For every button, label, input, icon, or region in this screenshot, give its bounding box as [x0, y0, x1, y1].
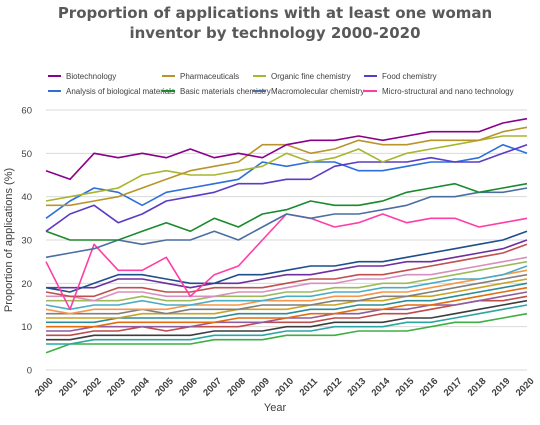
series-line-9: [46, 240, 527, 288]
x-tick-label: 2007: [201, 376, 224, 399]
x-tick-label: 2013: [346, 376, 369, 399]
x-axis-label: Year: [264, 402, 287, 414]
series-line-12: [46, 262, 527, 301]
x-tick-label: 2010: [273, 376, 296, 399]
x-tick-label: 2017: [442, 376, 465, 399]
y-tick-label: 10: [21, 322, 32, 333]
legend-item-label: Biotechnology: [66, 72, 116, 81]
legend-item-label: Organic fine chemistry: [271, 72, 351, 81]
x-tick-label: 2005: [153, 375, 176, 398]
legend-item-label: Pharmaceuticals: [180, 72, 239, 81]
series-line-21: [46, 301, 527, 340]
x-tick-label: 2002: [81, 376, 104, 399]
chart-legend: Biotechnology Pharmaceuticals Organic fine…: [48, 72, 514, 96]
legend-item-label: Macromolecular chemistry: [271, 87, 364, 96]
series-line-16: [46, 279, 527, 318]
x-tick-label: 2012: [321, 376, 344, 399]
y-tick-label: 60: [21, 106, 32, 117]
x-tick-label: 2020: [514, 376, 537, 399]
legend-item-label: Food chemistry: [382, 72, 437, 81]
legend-item-label: Micro-structural and nano technology: [382, 87, 514, 96]
series-line-19: [46, 292, 527, 331]
x-axis-ticks: 2000200120022003200420052006200720082009…: [33, 375, 537, 398]
x-tick-label: 2018: [466, 376, 489, 399]
x-tick-label: 2001: [57, 375, 80, 398]
y-tick-label: 30: [21, 236, 32, 247]
y-tick-label: 50: [21, 149, 32, 160]
series-line-0: [46, 119, 527, 180]
series-line-20: [46, 296, 527, 335]
series-line-17: [46, 283, 527, 322]
y-tick-label: 40: [21, 192, 32, 203]
y-tick-label: 20: [21, 279, 32, 290]
series-line-2: [46, 136, 527, 201]
series-line-23: [46, 314, 527, 353]
x-tick-label: 2015: [394, 375, 417, 398]
x-tick-label: 2011: [298, 376, 321, 399]
y-axis-ticks: 0 10 20 30 40 50 60: [21, 106, 32, 377]
y-axis-label: Proportion of applications (%): [3, 168, 15, 312]
x-tick-label: 2003: [105, 376, 128, 399]
chart-title-line-1: Proportion of applications with at least…: [58, 4, 492, 22]
x-tick-label: 2004: [129, 375, 152, 398]
x-tick-label: 2014: [370, 375, 393, 398]
series-line-4: [46, 145, 527, 219]
chart-title-line-2: inventor by technology 2000-2020: [129, 24, 420, 42]
x-tick-label: 2008: [225, 376, 248, 399]
legend-item-label: Analysis of biological materials: [66, 87, 175, 96]
x-tick-label: 2006: [177, 376, 200, 399]
series-line-18: [46, 288, 527, 327]
y-tick-label: 0: [27, 366, 32, 377]
x-tick-label: 2000: [33, 376, 56, 399]
x-tick-label: 2019: [490, 376, 513, 399]
x-tick-label: 2009: [249, 376, 272, 399]
series-line-15: [46, 275, 527, 314]
x-tick-label: 2016: [418, 376, 441, 399]
series-line-22: [46, 305, 527, 344]
